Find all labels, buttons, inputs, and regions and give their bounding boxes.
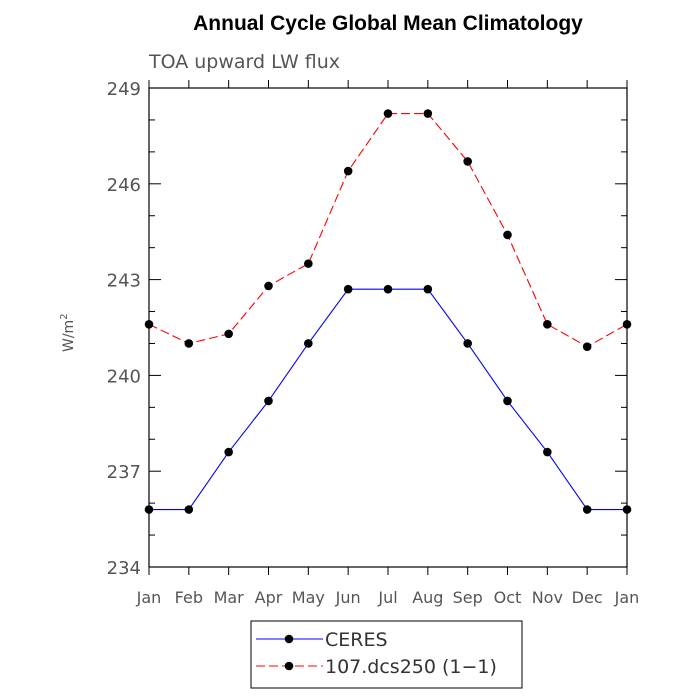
series-1-point xyxy=(383,284,393,294)
series-2-point xyxy=(423,109,433,118)
legend-label-2: 107.dcs250 (1−1) xyxy=(325,656,497,678)
x-tick-label: Jun xyxy=(335,588,361,607)
series-1-point xyxy=(622,505,632,514)
x-tick-label: May xyxy=(292,588,325,607)
y-axis-label: W/m2 xyxy=(59,313,77,352)
series-2-point xyxy=(582,342,592,351)
y-tick-label: 237 xyxy=(107,462,141,483)
x-tick-label: Jan xyxy=(136,588,162,607)
legend-label-1: CERES xyxy=(325,629,388,651)
series-1-point xyxy=(423,284,433,294)
series-1-point xyxy=(503,396,512,406)
x-tick-label: Mar xyxy=(214,588,245,607)
y-axis-ticks: 234 237 240 243 246 249 xyxy=(107,79,627,579)
chart-title: Annual Cycle Global Mean Climatology xyxy=(193,12,583,35)
series-1-point xyxy=(184,505,194,514)
y-tick-label: 246 xyxy=(107,175,141,196)
x-tick-label: Dec xyxy=(572,588,603,607)
x-tick-label: Sep xyxy=(453,588,483,607)
x-tick-label: Feb xyxy=(175,588,203,607)
series-2-point xyxy=(543,320,552,329)
series-layer xyxy=(144,109,632,514)
series-1-point xyxy=(224,447,233,457)
x-tick-label: Jan xyxy=(614,588,640,607)
y-tick-label: 240 xyxy=(107,366,141,387)
x-tick-label: Oct xyxy=(494,588,522,607)
y-axis-label-superscript: 2 xyxy=(59,313,70,319)
y-axis-label-unit: W/m xyxy=(61,320,77,352)
series-2-point xyxy=(144,320,154,329)
legend-entries: CERES 107.dcs250 (1−1) xyxy=(256,629,497,678)
series-2-point xyxy=(343,166,353,176)
chart-subtitle: TOA upward LW flux xyxy=(148,51,340,73)
series-1-point xyxy=(264,396,273,406)
legend-marker-2 xyxy=(284,661,294,671)
series-1-point xyxy=(463,339,472,348)
series-1-point xyxy=(343,284,353,294)
series-2-point xyxy=(622,320,632,329)
series-2-point xyxy=(463,157,472,166)
series-2-point xyxy=(383,109,393,118)
series-2-point xyxy=(264,281,273,291)
x-tick-label: Apr xyxy=(255,588,283,607)
plot-frame xyxy=(148,87,628,568)
y-tick-label: 234 xyxy=(107,558,141,579)
x-tick-label: Aug xyxy=(412,588,443,607)
series-1-point xyxy=(582,505,592,514)
series-line-1 xyxy=(149,288,627,511)
x-axis-ticks: Jan Feb Mar Apr May Jun Jul Aug Sep Oct Nov Dec Jan xyxy=(136,80,640,607)
series-line-2 xyxy=(148,112,628,348)
series-2-point xyxy=(304,259,313,268)
x-tick-label: Nov xyxy=(532,588,563,607)
y-tick-label: 249 xyxy=(107,79,141,100)
legend: CERES 107.dcs250 (1−1) xyxy=(250,620,523,689)
legend-marker-1 xyxy=(284,634,294,644)
y-tick-label: 243 xyxy=(107,271,141,292)
series-2-point xyxy=(503,230,512,240)
series-2-point xyxy=(224,329,233,339)
series-1-point xyxy=(144,505,154,514)
series-2-point xyxy=(184,339,194,348)
series-1-point xyxy=(304,339,313,348)
x-tick-label: Jul xyxy=(377,588,397,607)
legend-box xyxy=(250,620,523,689)
series-1-point xyxy=(543,447,552,457)
